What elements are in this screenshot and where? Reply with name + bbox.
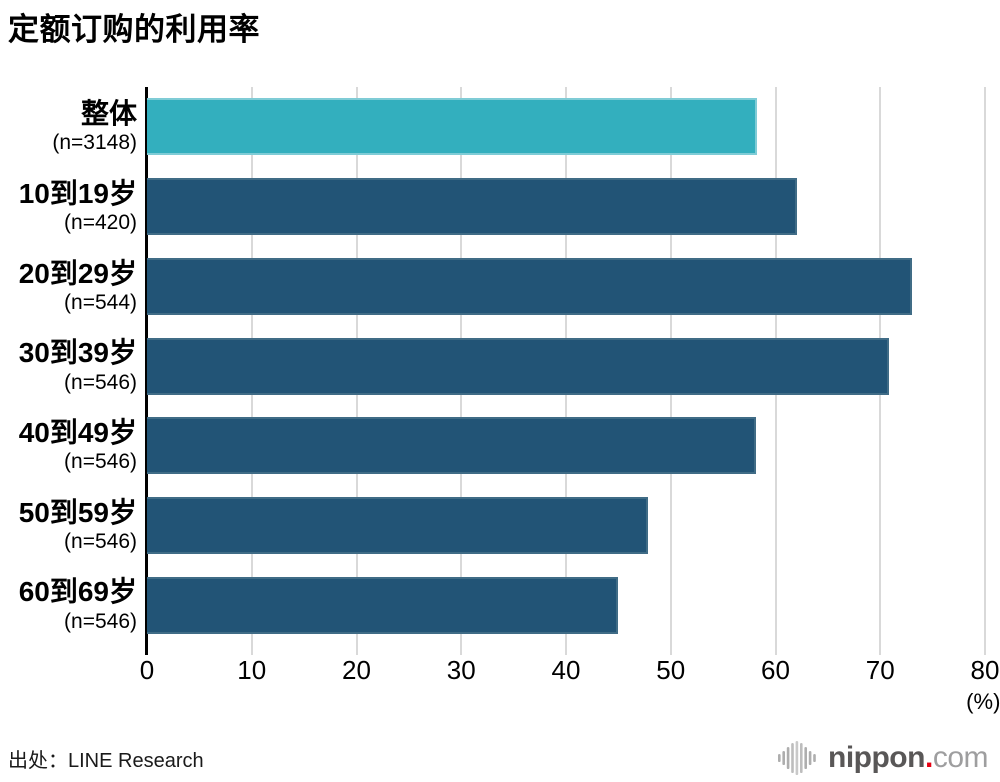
bar-row	[147, 167, 985, 247]
category-label: 整体	[80, 98, 137, 130]
label-row: 60到69岁 (n=546)	[0, 565, 137, 645]
logo-text-nippon: nippon	[828, 741, 925, 774]
bar-30到39岁	[147, 337, 889, 395]
x-axis: (%) 0 10 20 30 40 50 60 70 80	[140, 645, 1000, 725]
bar-row	[147, 246, 985, 326]
x-tick-label-60: 60	[761, 655, 790, 685]
sample-size-label: (n=546)	[64, 529, 137, 553]
bar-60到69岁	[147, 576, 619, 634]
plot-area	[145, 87, 986, 655]
x-tick-label-80: 80	[970, 655, 1000, 685]
label-row: 10到19岁 (n=420)	[0, 167, 137, 247]
footer: 出处：LINE Research nippon.com	[8, 738, 989, 778]
sample-size-label: (n=546)	[64, 450, 137, 474]
label-row: 50到59岁 (n=546)	[0, 486, 137, 566]
label-row: 30到39岁 (n=546)	[0, 326, 137, 406]
nippon-logo: nippon.com	[778, 741, 989, 775]
logo-text-com: com	[932, 741, 989, 774]
label-row: 40到49岁 (n=546)	[0, 406, 137, 486]
bar-rows	[147, 87, 985, 645]
category-label: 30到39岁	[18, 337, 137, 369]
category-label: 60到69岁	[18, 576, 137, 608]
sample-size-label: (n=544)	[64, 290, 137, 314]
sample-size-label: (n=546)	[64, 370, 137, 394]
bar-10到19岁	[147, 178, 798, 236]
bar-row	[147, 87, 985, 167]
chart-title: 定额订购的利用率	[8, 12, 260, 47]
logo-dot: .	[924, 741, 933, 774]
x-tick-label-30: 30	[446, 655, 476, 685]
x-tick-label-10: 10	[237, 655, 267, 685]
bar-20到29岁	[147, 257, 912, 315]
y-axis-line	[145, 87, 148, 655]
x-tick-label-40: 40	[551, 655, 581, 685]
x-tick-label-0: 0	[139, 655, 155, 685]
category-label: 40到49岁	[18, 417, 137, 449]
bar-row	[147, 406, 985, 486]
bar-40到49岁	[147, 417, 756, 475]
nippon-logo-text: nippon.com	[828, 741, 989, 775]
sample-size-label: (n=3148)	[52, 131, 137, 155]
source-label: 出处：LINE Research	[8, 749, 204, 772]
bar-row	[147, 326, 985, 406]
bar-整体	[147, 98, 757, 156]
gridline-x-80	[984, 87, 986, 655]
bar-row	[147, 565, 985, 645]
x-tick-label-50: 50	[656, 655, 686, 685]
sample-size-label: (n=546)	[64, 609, 137, 633]
category-label: 10到19岁	[18, 177, 137, 209]
x-tick-label-70: 70	[865, 655, 895, 685]
x-tick-label-20: 20	[342, 655, 371, 685]
sample-size-label: (n=420)	[64, 211, 137, 235]
bar-50到59岁	[147, 496, 648, 554]
category-label: 20到29岁	[18, 257, 137, 289]
label-row: 整体 (n=3148)	[0, 87, 137, 167]
bar-row	[147, 486, 985, 566]
x-axis-unit-label: (%)	[966, 689, 1000, 714]
category-label: 50到59岁	[18, 496, 137, 528]
category-labels-column: 整体 (n=3148) 10到19岁 (n=420) 20到29岁 (n=544) 30到3…	[0, 87, 137, 645]
soundwave-bars-icon	[778, 741, 816, 775]
label-row: 20到29岁 (n=544)	[0, 246, 137, 326]
